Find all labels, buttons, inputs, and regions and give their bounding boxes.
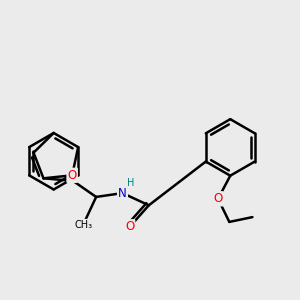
Text: H: H <box>127 178 134 188</box>
Text: N: N <box>118 187 127 200</box>
Text: O: O <box>68 169 77 182</box>
Text: O: O <box>213 192 223 205</box>
Text: O: O <box>125 220 134 233</box>
Text: CH₃: CH₃ <box>74 220 92 230</box>
